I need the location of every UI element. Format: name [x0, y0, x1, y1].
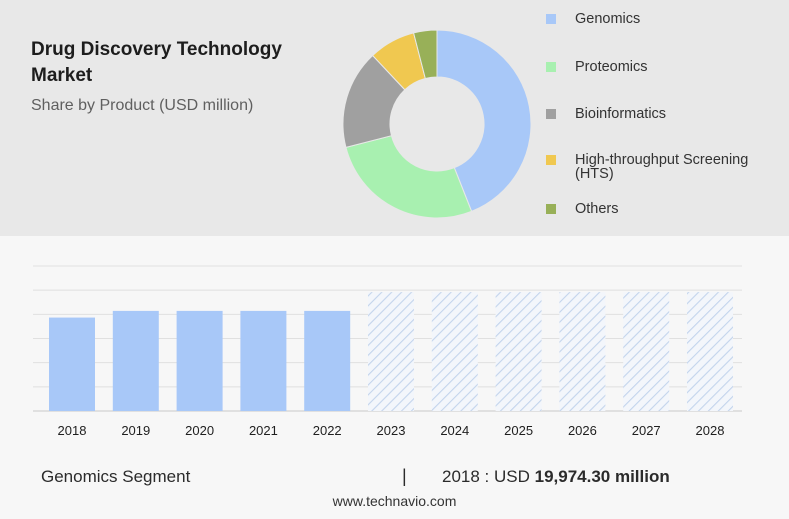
- legend-label: High-throughput Screening (HTS): [575, 152, 749, 182]
- bar-2019: [112, 310, 159, 411]
- x-tick-label: 2028: [696, 423, 725, 438]
- source-link[interactable]: www.technavio.com: [332, 493, 457, 509]
- x-tick-label: 2021: [249, 423, 278, 438]
- forecast-bar-2027: [623, 292, 670, 411]
- legend-swatch: [546, 109, 556, 119]
- legend-swatch: [546, 155, 556, 165]
- bar-2018: [49, 317, 95, 411]
- bar-2022: [304, 310, 351, 411]
- x-tick-label: 2019: [121, 423, 150, 438]
- forecast-bar-2028: [687, 292, 733, 411]
- segment-label: Genomics Segment: [41, 467, 191, 486]
- legend-label: Proteomics: [575, 59, 648, 75]
- x-tick-label: 2020: [185, 423, 214, 438]
- legend-swatch: [546, 62, 556, 72]
- donut-slice-proteomics: [345, 135, 473, 219]
- forecast-bar-2023: [368, 292, 414, 411]
- legend-swatch: [546, 204, 556, 214]
- segment-value-prefix: 2018 : USD: [442, 467, 535, 486]
- chart-subtitle: Share by Product (USD million): [31, 97, 254, 114]
- x-tick-label: 2027: [632, 423, 661, 438]
- forecast-bar-2025: [495, 292, 542, 411]
- bar-2021: [240, 310, 287, 411]
- donut-slice-others: [413, 29, 438, 80]
- x-tick-label: 2018: [58, 423, 87, 438]
- footer-separator: |: [402, 466, 407, 486]
- legend-swatch: [546, 14, 556, 24]
- donut-chart: [342, 29, 532, 219]
- x-tick-label: 2025: [504, 423, 533, 438]
- segment-value: 2018 : USD 19,974.30 million: [442, 467, 670, 487]
- x-tick-label: 2022: [313, 423, 342, 438]
- x-tick-label: 2024: [440, 423, 469, 438]
- bar-chart-x-ticks: 2018 2019 2020 2021 2022 2023 2024 2025 2026 2027…: [58, 423, 725, 438]
- bar-chart-bars: [49, 292, 733, 411]
- legend-label: Bioinformatics: [575, 106, 667, 122]
- forecast-bar-2024: [431, 292, 478, 411]
- legend-label: Others: [575, 201, 619, 217]
- x-tick-label: 2026: [568, 423, 597, 438]
- bar-2020: [176, 310, 223, 411]
- chart-title: Drug Discovery Technology Market: [31, 39, 282, 86]
- x-tick-label: 2023: [377, 423, 406, 438]
- donut-slice-genomics: [436, 29, 532, 213]
- legend-label: Genomics: [575, 11, 641, 27]
- segment-value-amount: 19,974.30 million: [534, 467, 670, 486]
- forecast-bar-2026: [559, 292, 606, 411]
